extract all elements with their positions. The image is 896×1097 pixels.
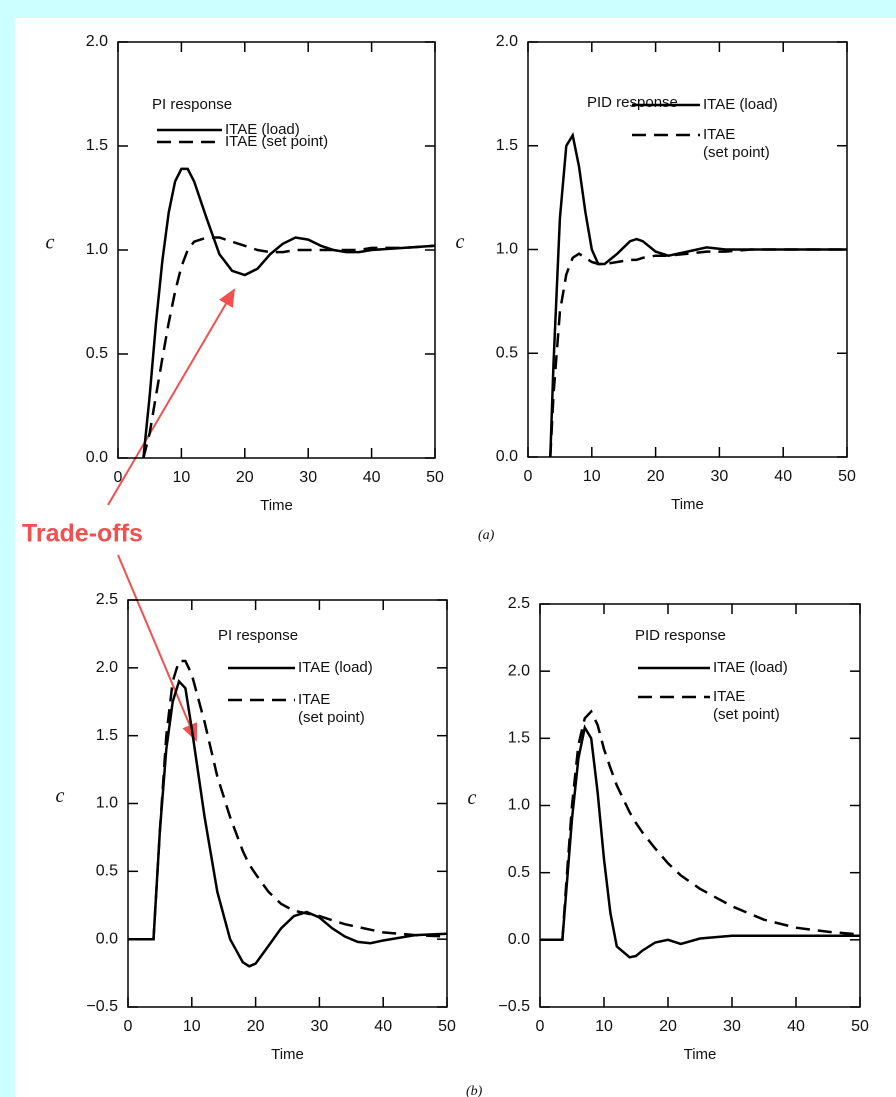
x-tick-label: 10: [173, 469, 191, 486]
legend-label: ITAE (set point): [703, 126, 770, 161]
legend-label: ITAE (load): [225, 121, 300, 138]
y-tick-label: −0.5: [498, 998, 530, 1015]
y-tick-label: 2.5: [508, 595, 530, 612]
x-axis-label: Time: [684, 1046, 717, 1063]
arrow: [117, 554, 198, 742]
x-tick-label: 10: [595, 1018, 613, 1035]
x-tick-label: 20: [236, 469, 254, 486]
panel: [15, 18, 896, 1097]
x-axis-label: Time: [671, 496, 704, 513]
x-tick-label: 20: [247, 1018, 265, 1035]
x-tick-label: 50: [438, 1018, 456, 1035]
legend-label: ITAE (set point): [225, 133, 329, 150]
x-tick-label: 10: [583, 468, 601, 485]
x-tick-label: 0: [536, 1018, 545, 1035]
x-tick-label: 20: [647, 468, 665, 485]
x-tick-label: 30: [311, 1018, 329, 1035]
y-axis-label: c: [56, 785, 65, 807]
y-axis-label: c: [46, 232, 55, 254]
chart-title: PID response: [635, 627, 726, 644]
y-tick-label: 1.5: [86, 137, 108, 154]
x-tick-label: 30: [723, 1018, 741, 1035]
y-tick-label: 1.5: [496, 137, 518, 154]
x-tick-label: 0: [124, 1018, 133, 1035]
line: [128, 678, 448, 968]
arrow: [107, 288, 236, 506]
x-tick-label: 0: [114, 469, 123, 486]
line: [549, 132, 847, 458]
chart-title: PI response: [218, 627, 298, 644]
y-tick-label: 1.0: [496, 241, 518, 258]
y-tick-label: 0.0: [96, 930, 118, 947]
y-tick-label: 1.0: [508, 797, 530, 814]
x-tick-label: 50: [838, 468, 856, 485]
y-tick-label: 0.0: [496, 448, 518, 465]
annotation: Trade-offs: [22, 520, 143, 548]
y-tick-label: 0.0: [508, 931, 530, 948]
y-tick-label: 1.5: [96, 727, 118, 744]
x-tick-label: 10: [183, 1018, 201, 1035]
x-tick-label: 50: [426, 469, 444, 486]
legend-label: ITAE (load): [713, 659, 788, 676]
y-tick-label: 1.0: [96, 795, 118, 812]
line: [142, 236, 436, 459]
y-tick-label: 0.5: [508, 864, 530, 881]
y-tick-label: 1.0: [86, 241, 108, 258]
line: [540, 709, 861, 942]
legend-label: ITAE (load): [298, 659, 373, 676]
x-axis-label: Time: [260, 497, 293, 514]
y-tick-label: 1.5: [508, 730, 530, 747]
chart-title: PID response: [587, 94, 678, 111]
figure-label: (a): [478, 528, 495, 543]
x-tick-label: 40: [374, 1018, 392, 1035]
line: [540, 724, 860, 959]
y-tick-label: 2.5: [96, 591, 118, 608]
y-tick-label: 0.5: [86, 345, 108, 362]
x-tick-label: 40: [774, 468, 792, 485]
y-axis-label: c: [468, 787, 477, 809]
line: [142, 167, 436, 459]
y-tick-label: 2.0: [96, 659, 118, 676]
y-tick-label: 0.0: [86, 449, 108, 466]
y-tick-label: 2.0: [86, 33, 108, 50]
legend-label: ITAE (set point): [713, 688, 780, 723]
x-tick-label: 50: [851, 1018, 869, 1035]
x-axis-label: Time: [271, 1046, 304, 1063]
x-tick-label: 0: [524, 468, 533, 485]
x-tick-label: 40: [363, 469, 381, 486]
y-tick-label: 2.0: [496, 33, 518, 50]
chart-title: PI response: [152, 96, 232, 113]
figure-label: (b): [466, 1084, 483, 1097]
y-tick-label: 0.5: [96, 863, 118, 880]
x-tick-label: 40: [787, 1018, 805, 1035]
x-tick-label: 30: [711, 468, 729, 485]
x-tick-label: 30: [299, 469, 317, 486]
y-tick-label: −0.5: [86, 998, 118, 1015]
x-tick-label: 20: [659, 1018, 677, 1035]
legend-label: ITAE (set point): [298, 691, 365, 726]
y-tick-label: 0.5: [496, 344, 518, 361]
line: [128, 659, 448, 941]
y-tick-label: 2.0: [508, 662, 530, 679]
y-axis-label: c: [456, 231, 465, 253]
legend-label: ITAE (load): [703, 96, 778, 113]
